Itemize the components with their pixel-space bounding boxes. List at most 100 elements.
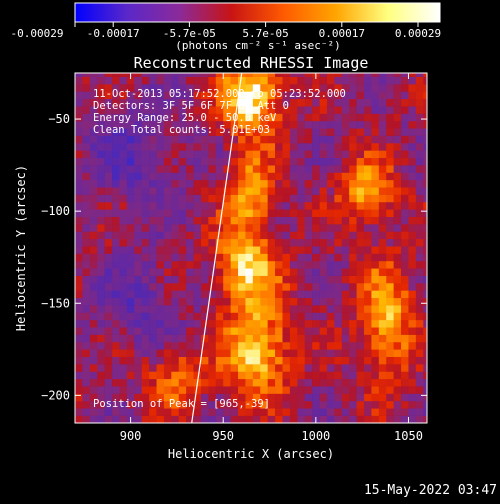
heatmap-cell xyxy=(230,172,239,181)
heatmap-cell xyxy=(349,84,357,92)
heatmap-cell xyxy=(423,312,427,321)
heatmap-cell xyxy=(193,253,202,262)
heatmap-cell xyxy=(178,327,187,335)
heatmap-cell xyxy=(141,393,150,402)
heatmap-cell xyxy=(178,275,187,284)
heatmap-cell xyxy=(334,268,343,276)
heatmap-cell xyxy=(252,393,261,402)
heatmap-cell xyxy=(326,290,335,299)
heatmap-cell xyxy=(193,386,202,394)
heatmap-cell xyxy=(297,231,306,240)
heatmap-cell xyxy=(260,283,268,291)
heatmap-cell xyxy=(238,150,246,159)
heatmap-cell xyxy=(89,275,98,284)
heatmap-cell xyxy=(149,143,157,151)
heatmap-cell xyxy=(408,341,417,350)
heatmap-cell xyxy=(349,201,357,210)
heatmap-cell xyxy=(156,283,165,291)
heatmap-cell xyxy=(141,356,150,365)
heatmap-cell xyxy=(215,76,224,85)
heatmap-cell xyxy=(171,400,180,409)
heatmap-cell xyxy=(334,349,343,357)
heatmap-cell xyxy=(134,364,142,372)
heatmap-cell xyxy=(371,194,380,203)
heatmap-cell xyxy=(371,73,380,77)
heatmap-cell xyxy=(223,194,231,203)
heatmap-cell xyxy=(97,135,105,144)
heatmap-cell xyxy=(408,393,417,402)
heatmap-cell xyxy=(119,253,128,262)
heatmap-cell xyxy=(193,283,202,291)
heatmap-cell xyxy=(371,165,380,173)
heatmap-cell xyxy=(312,297,320,306)
heatmap-cell xyxy=(312,290,320,299)
heatmap-cell xyxy=(186,187,194,195)
heatmap-cell xyxy=(119,216,128,225)
heatmap-cell xyxy=(186,216,194,225)
heatmap-cell xyxy=(334,283,343,291)
heatmap-cell xyxy=(304,73,313,77)
heatmap-cell xyxy=(223,120,231,129)
heatmap-cell xyxy=(356,128,365,136)
heatmap-cell xyxy=(126,356,135,365)
heatmap-cell xyxy=(275,187,283,195)
heatmap-cell xyxy=(275,319,283,328)
heatmap-cell xyxy=(408,120,417,129)
heatmap-cell xyxy=(423,319,427,328)
heatmap-cell xyxy=(97,98,105,107)
annotation-peak-position: Position of Peak = [965,-39] xyxy=(93,398,270,410)
heatmap-cell xyxy=(408,216,417,225)
heatmap-cell xyxy=(193,349,202,357)
heatmap-cell xyxy=(245,275,254,284)
heatmap-cell xyxy=(386,364,394,372)
heatmap-cell xyxy=(89,76,98,85)
heatmap-cell xyxy=(326,187,335,195)
heatmap-cell xyxy=(112,209,120,217)
heatmap-cell xyxy=(238,305,246,313)
heatmap-cell xyxy=(223,297,231,306)
heatmap-cell xyxy=(408,334,417,343)
heatmap-cell xyxy=(304,187,313,195)
heatmap-cell xyxy=(200,135,209,144)
heatmap-cell xyxy=(75,120,83,129)
heatmap-cell xyxy=(378,371,387,380)
heatmap-cell xyxy=(163,113,172,122)
heatmap-cell xyxy=(156,91,165,100)
heatmap-cell xyxy=(156,415,165,423)
heatmap-cell xyxy=(215,349,224,357)
heatmap-cell xyxy=(297,76,306,85)
heatmap-cell xyxy=(349,297,357,306)
heatmap-cell xyxy=(275,76,283,85)
heatmap-cell xyxy=(104,268,113,276)
heatmap-cell xyxy=(260,378,268,387)
heatmap-cell xyxy=(200,260,209,269)
heatmap-cell xyxy=(415,194,424,203)
heatmap-cell xyxy=(97,128,105,136)
heatmap-cell xyxy=(349,143,357,151)
heatmap-cell xyxy=(104,312,113,321)
heatmap-cell xyxy=(193,305,202,313)
heatmap-cell xyxy=(134,201,142,210)
heatmap-cell xyxy=(245,165,254,173)
heatmap-cell xyxy=(97,275,105,284)
heatmap-cell xyxy=(334,172,343,181)
heatmap-cell xyxy=(186,150,194,159)
heatmap-cell xyxy=(193,260,202,269)
heatmap-cell xyxy=(208,297,217,306)
heatmap-cell xyxy=(423,157,427,166)
heatmap-cell xyxy=(364,246,372,254)
heatmap-cell xyxy=(326,327,335,335)
heatmap-cell xyxy=(119,327,128,335)
heatmap-cell xyxy=(178,386,187,394)
heatmap-cell xyxy=(319,312,328,321)
heatmap-cell xyxy=(119,283,128,291)
heatmap-cell xyxy=(215,371,224,380)
heatmap-cell xyxy=(134,305,142,313)
heatmap-cell xyxy=(275,371,283,380)
heatmap-cell xyxy=(82,246,91,254)
heatmap-cell xyxy=(289,84,298,92)
heatmap-cell xyxy=(82,400,91,409)
heatmap-cell xyxy=(215,415,224,423)
heatmap-cell xyxy=(275,297,283,306)
